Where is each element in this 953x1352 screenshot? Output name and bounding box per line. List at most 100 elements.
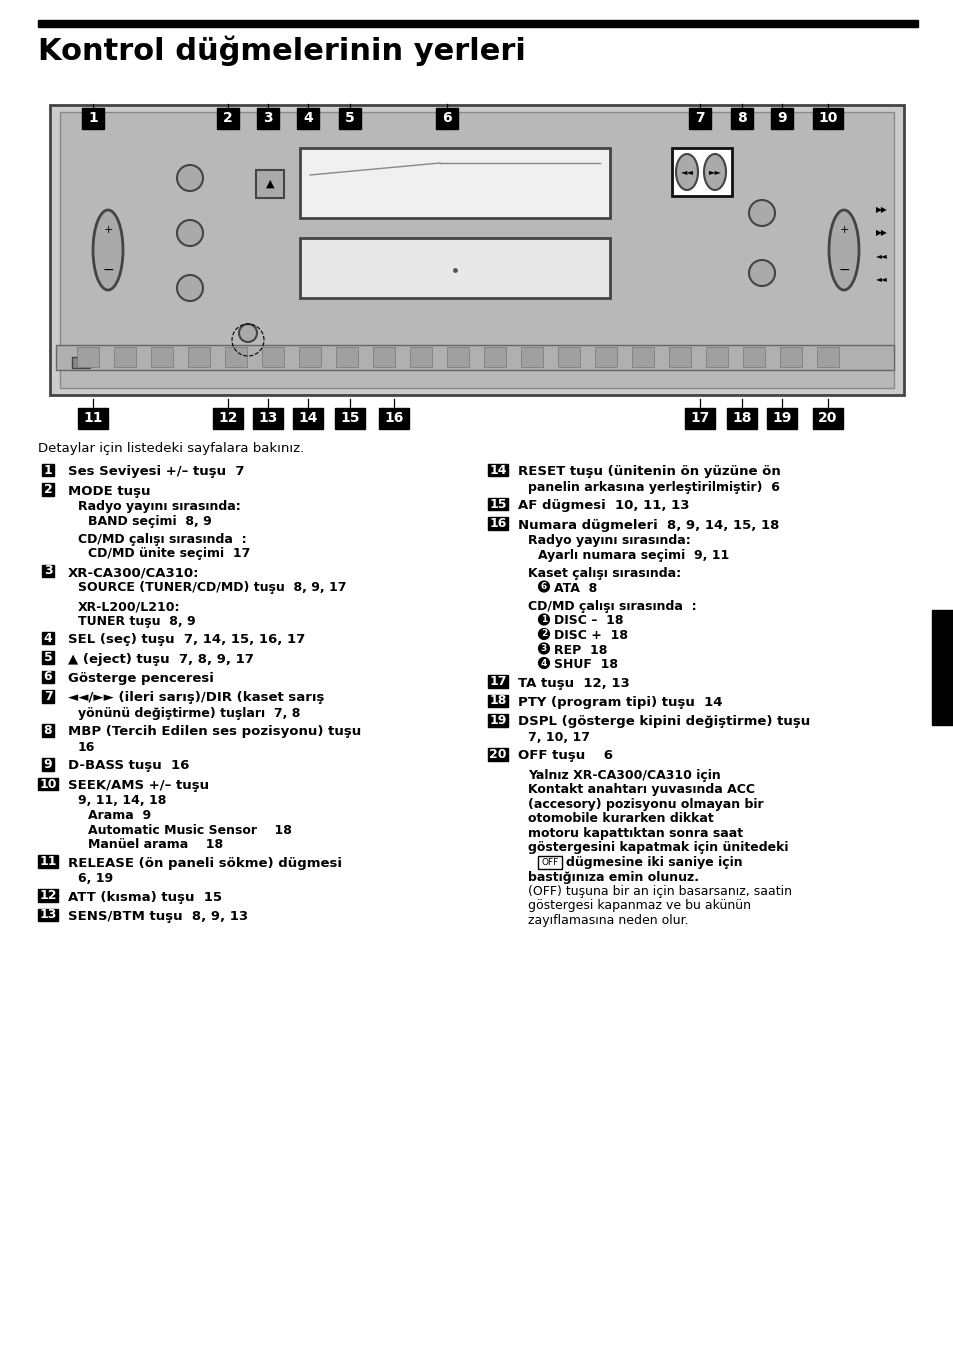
Bar [38, 909, 58, 921]
Text: SOURCE (TUNER/CD/MD) tuşu  8, 9, 17: SOURCE (TUNER/CD/MD) tuşu 8, 9, 17 [78, 581, 346, 595]
Bar [410, 347, 432, 366]
Text: 12: 12 [39, 890, 56, 902]
Bar [631, 347, 654, 366]
Text: SEEK/AMS +/– tuşu: SEEK/AMS +/– tuşu [68, 779, 209, 792]
Text: 16: 16 [78, 741, 95, 754]
Text: 18: 18 [732, 411, 751, 425]
Text: D-BASS tuşu  16: D-BASS tuşu 16 [68, 760, 190, 772]
Bar [50, 105, 903, 395]
Text: CD/MD çalışı sırasında  :: CD/MD çalışı sırasında : [78, 533, 247, 546]
Bar [42, 652, 54, 664]
Circle shape [177, 220, 203, 246]
Bar [38, 777, 58, 791]
Text: 20: 20 [489, 748, 506, 761]
Bar [488, 675, 507, 688]
Bar [299, 147, 609, 218]
Text: 8: 8 [737, 111, 746, 124]
Circle shape [538, 629, 549, 639]
Ellipse shape [828, 210, 858, 289]
Text: 2: 2 [540, 630, 547, 638]
Text: 12: 12 [218, 411, 237, 425]
Text: 19: 19 [772, 411, 791, 425]
Text: DISC +  18: DISC + 18 [554, 629, 627, 642]
Text: ▲ (eject) tuşu  7, 8, 9, 17: ▲ (eject) tuşu 7, 8, 9, 17 [68, 653, 253, 665]
Text: XR-L200/L210:: XR-L200/L210: [78, 600, 180, 612]
Bar [78, 408, 108, 429]
Text: 15: 15 [489, 498, 506, 511]
Text: OFF: OFF [540, 859, 558, 867]
Text: +: + [103, 224, 112, 235]
Circle shape [538, 614, 549, 625]
Bar [256, 108, 278, 128]
Bar [770, 108, 792, 128]
Bar [726, 408, 757, 429]
Circle shape [177, 165, 203, 191]
Bar [42, 725, 54, 737]
Text: 14: 14 [489, 464, 506, 476]
Bar [378, 408, 409, 429]
Text: 17: 17 [489, 675, 506, 688]
Text: MODE tuşu: MODE tuşu [68, 484, 151, 498]
Text: 3: 3 [540, 644, 547, 653]
Text: 1: 1 [44, 464, 52, 476]
Text: 19: 19 [489, 714, 506, 727]
Text: Ses Seviyesi +/– tuşu  7: Ses Seviyesi +/– tuşu 7 [68, 465, 244, 479]
Text: motoru kapattıktan sonra saat: motoru kapattıktan sonra saat [527, 827, 742, 840]
Text: −: − [102, 264, 113, 277]
Bar [488, 714, 507, 727]
Bar [77, 347, 99, 366]
Bar [56, 345, 893, 370]
Bar [812, 408, 842, 429]
Bar [730, 108, 752, 128]
Text: 13: 13 [258, 411, 277, 425]
Text: göstergesini kapatmak için ünitedeki: göstergesini kapatmak için ünitedeki [527, 841, 788, 854]
Text: 7: 7 [44, 690, 52, 703]
Text: 9: 9 [777, 111, 786, 124]
Bar [299, 238, 609, 297]
Text: göstergesi kapanmaz ve bu akünün: göstergesi kapanmaz ve bu akünün [527, 899, 750, 913]
Text: BAND seçimi  8, 9: BAND seçimi 8, 9 [88, 515, 212, 527]
Bar [42, 690, 54, 703]
Text: CD/MD çalışı sırasında  :: CD/MD çalışı sırasında : [527, 600, 696, 612]
Text: Radyo yayını sırasında:: Radyo yayını sırasında: [78, 500, 240, 512]
Bar [216, 108, 239, 128]
Bar [488, 748, 507, 761]
Text: ▶▶: ▶▶ [875, 206, 887, 215]
Text: OFF tuşu    6: OFF tuşu 6 [517, 749, 613, 763]
Text: panelin arkasına yerleştirilmiştir)  6: panelin arkasına yerleştirilmiştir) 6 [527, 480, 779, 493]
Text: 11: 11 [39, 854, 56, 868]
Text: (OFF) tuşuna bir an için basarsanız, saatin: (OFF) tuşuna bir an için basarsanız, saa… [527, 886, 791, 898]
Bar [931, 610, 953, 725]
Text: ◄◄: ◄◄ [875, 274, 887, 284]
Bar [262, 347, 284, 366]
Text: ◄◄: ◄◄ [875, 251, 887, 261]
Bar [296, 108, 318, 128]
Text: ▶▶: ▶▶ [875, 228, 887, 238]
Text: 4: 4 [44, 631, 52, 645]
Text: SEL (seç) tuşu  7, 14, 15, 16, 17: SEL (seç) tuşu 7, 14, 15, 16, 17 [68, 633, 305, 646]
Text: SENS/BTM tuşu  8, 9, 13: SENS/BTM tuşu 8, 9, 13 [68, 910, 248, 923]
Bar [812, 108, 842, 128]
Text: 4: 4 [540, 658, 547, 668]
Ellipse shape [676, 154, 698, 191]
Text: Gösterge penceresi: Gösterge penceresi [68, 672, 213, 685]
Bar [38, 890, 58, 902]
Text: DSPL (gösterge kipini değiştirme) tuşu: DSPL (gösterge kipini değiştirme) tuşu [517, 715, 809, 729]
Ellipse shape [92, 210, 123, 289]
Text: 5: 5 [345, 111, 355, 124]
Text: SHUF  18: SHUF 18 [554, 658, 618, 671]
Text: 9: 9 [44, 758, 52, 771]
Text: 14: 14 [298, 411, 317, 425]
Bar [595, 347, 617, 366]
Bar [193, 350, 208, 360]
Bar [71, 357, 90, 368]
Text: 20: 20 [818, 411, 837, 425]
Text: 6, 19: 6, 19 [78, 872, 113, 886]
Text: ◄◄/►► (ileri sarış)/DIR (kaset sarış: ◄◄/►► (ileri sarış)/DIR (kaset sarış [68, 691, 324, 704]
Circle shape [538, 581, 549, 592]
Bar [213, 408, 243, 429]
Bar [742, 347, 764, 366]
Bar [558, 347, 579, 366]
Bar [42, 671, 54, 683]
Bar [671, 147, 731, 196]
